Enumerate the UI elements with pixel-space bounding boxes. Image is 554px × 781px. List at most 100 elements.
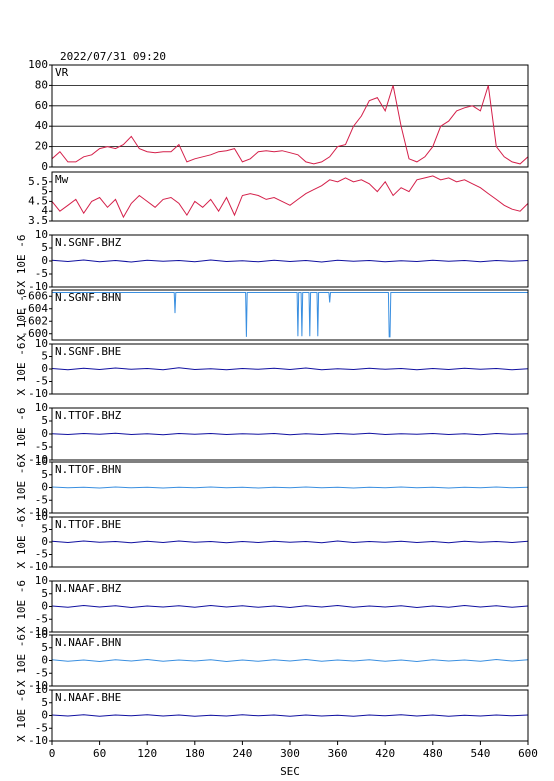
series-line (51, 658, 529, 663)
panel-frame (51, 234, 529, 288)
y-tick-label: 5 (41, 185, 48, 198)
x-tick-label: 0 (49, 747, 56, 760)
y-tick-label: -602 (22, 314, 49, 327)
x-tick-label: 300 (280, 747, 300, 760)
y-tick-label: 0 (41, 160, 48, 173)
y-tick-label: 5.5 (28, 175, 48, 188)
panel-frame (51, 461, 529, 514)
panel-label: N.NAAF.BHZ (55, 582, 122, 595)
y-tick-label: -5 (35, 267, 48, 280)
y-tick-label: 10 (35, 683, 48, 696)
panel-label: N.TTOF.BHN (55, 463, 121, 476)
panel-frame (51, 289, 529, 341)
y-tick-label: -10 (28, 560, 48, 573)
panel-frame (51, 171, 529, 222)
panel-frame (51, 516, 529, 568)
y-axis-label: X 10E -6 (15, 289, 28, 342)
y-tick-label: -5 (35, 666, 48, 679)
y-tick-label: 10 (35, 455, 48, 468)
y-tick-label: 10 (35, 574, 48, 587)
x-tick-label: 480 (423, 747, 443, 760)
y-tick-label: -5 (35, 375, 48, 388)
y-tick-label: -10 (28, 280, 48, 293)
panel-frame (51, 407, 529, 461)
series-line (52, 292, 528, 338)
x-axis-label: SEC (280, 765, 300, 778)
y-tick-label: 0 (41, 481, 48, 494)
y-axis-label: X 10E -6 (15, 689, 28, 742)
y-tick-label: 5 (41, 414, 48, 427)
y-tick-label: 0 (41, 709, 48, 722)
y-tick-label: 5 (41, 641, 48, 654)
panel-label: N.TTOF.BHE (55, 518, 121, 531)
y-tick-label: 10 (35, 628, 48, 641)
x-tick-label: 240 (232, 747, 252, 760)
y-tick-label: 5 (41, 241, 48, 254)
y-tick-label: -600 (22, 327, 49, 340)
panel-label: N.SGNF.BHZ (55, 236, 122, 249)
y-axis-label: X 10E -6 (15, 343, 28, 396)
y-tick-label: 0 (41, 600, 48, 613)
x-tick-label: 600 (518, 747, 538, 760)
y-tick-label: -5 (35, 440, 48, 453)
panel-label: N.SGNF.BHE (55, 345, 121, 358)
y-tick-label: 0 (41, 427, 48, 440)
panel-frame (51, 580, 529, 633)
y-tick-label: -10 (28, 453, 48, 466)
y-tick-label: 10 (35, 510, 48, 523)
y-axis-label: X 10E -6 (15, 235, 28, 288)
y-tick-label: 10 (35, 228, 48, 241)
y-tick-label: 80 (35, 78, 48, 91)
y-tick-label: 100 (28, 58, 48, 71)
x-tick-label: 180 (185, 747, 205, 760)
y-tick-label: 10 (35, 337, 48, 350)
series-line (51, 540, 529, 544)
y-tick-label: 10 (35, 401, 48, 414)
y-tick-label: 0 (41, 654, 48, 667)
y-tick-label: -5 (35, 612, 48, 625)
y-axis-label: X 10E -6 (15, 580, 28, 633)
y-tick-label: 4 (41, 204, 48, 217)
y-axis-label: X 10E -6 (15, 461, 28, 514)
y-tick-label: 5 (41, 468, 48, 481)
panel-frame (51, 343, 529, 395)
series-line (51, 259, 529, 263)
y-tick-label: 0 (41, 254, 48, 267)
series-line (51, 486, 529, 489)
panel-label: VR (55, 66, 69, 79)
y-tick-label: 0 (41, 362, 48, 375)
panel-frame (51, 689, 529, 742)
y-tick-label: 5 (41, 587, 48, 600)
y-axis-label: X 10E -6 (15, 516, 28, 569)
chart-title: 2022/07/31 09:20 (60, 50, 166, 63)
y-tick-label: -10 (28, 387, 48, 400)
y-tick-label: 4.5 (28, 194, 48, 207)
y-axis-label: X 10E -6 (15, 634, 28, 687)
y-tick-label: 40 (35, 119, 48, 132)
series-line (51, 714, 529, 717)
x-tick-label: 60 (93, 747, 106, 760)
panel-label: N.NAAF.BHE (55, 691, 121, 704)
y-tick-label: 5 (41, 350, 48, 363)
y-tick-label: 0 (41, 535, 48, 548)
y-tick-label: -10 (28, 506, 48, 519)
y-tick-label: -10 (28, 734, 48, 747)
y-tick-label: -10 (28, 625, 48, 638)
y-tick-label: 60 (35, 99, 48, 112)
panel-frame (51, 634, 529, 687)
y-tick-label: 3.5 (28, 214, 48, 227)
y-tick-label: 20 (35, 140, 48, 153)
series-line (51, 432, 529, 436)
y-axis-label: X 10E -6 (15, 408, 28, 461)
panel-label: Mw (55, 173, 69, 186)
x-tick-label: 540 (470, 747, 490, 760)
series-line (51, 175, 529, 219)
panel-label: N.SGNF.BHN (55, 291, 121, 304)
x-tick-label: 120 (137, 747, 157, 760)
y-tick-label: -5 (35, 721, 48, 734)
series-line (51, 604, 529, 609)
y-tick-label: 5 (41, 523, 48, 536)
y-tick-label: -5 (35, 548, 48, 561)
y-tick-label: 5 (41, 696, 48, 709)
